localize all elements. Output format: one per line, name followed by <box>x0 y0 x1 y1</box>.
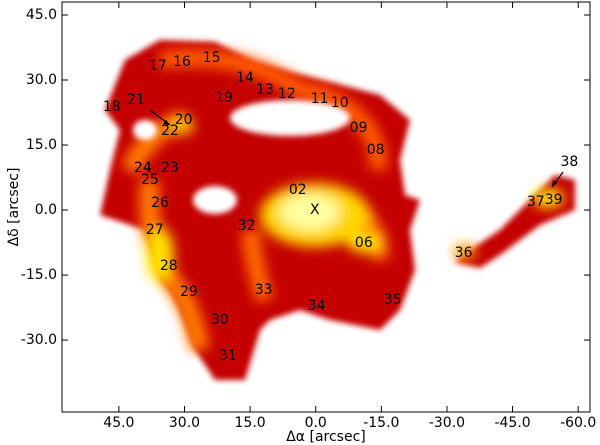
knot-label: 31 <box>219 348 237 364</box>
knot-label: 19 <box>215 90 233 106</box>
knot-label: 28 <box>160 258 178 274</box>
plot-frame <box>61 1 591 413</box>
knot-label: 36 <box>455 245 473 261</box>
y-axis-label: Δδ [arcsec] <box>6 168 22 247</box>
gap <box>133 120 157 140</box>
y-tick-label: 0.0 <box>35 202 57 218</box>
gap <box>193 186 237 214</box>
knot-label: 17 <box>149 58 167 74</box>
x-tick-label: -60.0 <box>560 415 596 431</box>
knot-label: 34 <box>308 298 326 314</box>
knot-label: 32 <box>238 218 256 234</box>
knot-label: 14 <box>236 70 254 86</box>
knot-label: 06 <box>355 235 373 251</box>
knot-label: 18 <box>103 99 121 115</box>
x-tick-label: 15.0 <box>235 415 266 431</box>
arrow-head <box>552 180 557 187</box>
knot-label: 21 <box>127 92 145 108</box>
arrow-head <box>163 120 170 125</box>
knot-label: 27 <box>146 222 164 238</box>
knot-label: 35 <box>384 292 402 308</box>
knot-label: 39 <box>545 192 563 208</box>
knot-label: 30 <box>211 312 229 328</box>
knot-label: 33 <box>255 282 273 298</box>
x-tick-label: -30.0 <box>429 415 465 431</box>
y-tick-label: -30.0 <box>21 332 57 348</box>
x-tick-label: 0.0 <box>305 415 327 431</box>
x-tick-label: -45.0 <box>494 415 530 431</box>
x-tick-label: 45.0 <box>103 415 134 431</box>
y-tick-label: 30.0 <box>26 72 57 88</box>
knot-label: 38 <box>561 154 579 170</box>
emission-map <box>100 40 575 380</box>
knot-label: 08 <box>367 142 385 158</box>
knot-label: 09 <box>350 120 368 136</box>
knot-label: 11 <box>311 91 329 107</box>
gap <box>230 100 350 136</box>
hot-spots <box>121 49 564 353</box>
knot-label: 12 <box>278 86 296 102</box>
knot-label: 23 <box>161 160 179 176</box>
knot-label: 22 <box>161 123 179 139</box>
knot-label: 15 <box>203 50 221 66</box>
knot-label: X <box>310 202 320 218</box>
knot-label: 26 <box>151 195 169 211</box>
knot-label: 13 <box>256 82 274 98</box>
knot-label: 25 <box>141 172 159 188</box>
x-tick-label: -15.0 <box>363 415 399 431</box>
knot-label: 37 <box>527 194 545 210</box>
knot-label: 20 <box>175 112 193 128</box>
knot-label: 10 <box>331 95 349 111</box>
x-axis-label: Δα [arcsec] <box>286 429 366 445</box>
y-tick-label: 15.0 <box>26 137 57 153</box>
knot-label: 16 <box>173 54 191 70</box>
x-tick-label: 30.0 <box>169 415 200 431</box>
knot-label: 29 <box>180 284 198 300</box>
knot-label: 02 <box>289 182 307 198</box>
y-tick-label: 45.0 <box>26 7 57 23</box>
y-tick-label: -15.0 <box>21 267 57 283</box>
knot-label: 24 <box>134 160 152 176</box>
